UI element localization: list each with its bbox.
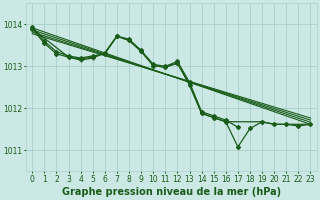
X-axis label: Graphe pression niveau de la mer (hPa): Graphe pression niveau de la mer (hPa) (62, 187, 281, 197)
